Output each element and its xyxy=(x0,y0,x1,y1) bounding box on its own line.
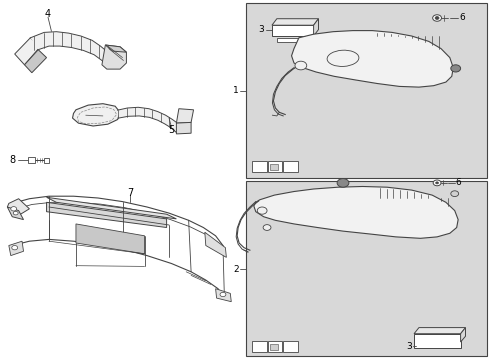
Text: 6: 6 xyxy=(456,178,462,187)
Polygon shape xyxy=(176,109,194,123)
Polygon shape xyxy=(254,186,458,238)
Polygon shape xyxy=(73,104,120,126)
Circle shape xyxy=(337,179,349,187)
Polygon shape xyxy=(461,328,465,342)
Bar xyxy=(283,161,298,172)
Text: 8: 8 xyxy=(10,155,16,165)
Circle shape xyxy=(451,65,461,72)
Polygon shape xyxy=(47,202,167,228)
Polygon shape xyxy=(105,45,126,52)
Circle shape xyxy=(220,292,226,297)
Polygon shape xyxy=(47,197,176,219)
Bar xyxy=(283,341,298,352)
Polygon shape xyxy=(314,19,318,36)
Circle shape xyxy=(436,182,439,184)
Circle shape xyxy=(257,207,267,214)
Polygon shape xyxy=(176,122,191,134)
Polygon shape xyxy=(205,232,226,257)
Text: 5: 5 xyxy=(169,125,174,135)
Bar xyxy=(270,164,278,170)
Polygon shape xyxy=(7,207,24,220)
Bar xyxy=(268,161,282,172)
Polygon shape xyxy=(414,328,466,334)
Polygon shape xyxy=(15,38,40,65)
Text: 4: 4 xyxy=(45,9,51,19)
Text: 1: 1 xyxy=(233,86,239,95)
Circle shape xyxy=(12,246,18,250)
Polygon shape xyxy=(76,224,145,254)
Circle shape xyxy=(433,15,441,21)
Text: 6: 6 xyxy=(460,13,465,22)
Text: 3: 3 xyxy=(406,342,412,351)
Polygon shape xyxy=(9,241,24,256)
Bar xyxy=(246,3,487,178)
Bar xyxy=(28,157,35,163)
Polygon shape xyxy=(7,199,29,214)
Circle shape xyxy=(295,61,307,70)
Polygon shape xyxy=(30,32,109,67)
Polygon shape xyxy=(24,50,47,73)
Polygon shape xyxy=(272,19,319,25)
Polygon shape xyxy=(102,45,126,69)
Circle shape xyxy=(433,180,441,186)
Bar xyxy=(268,341,282,352)
Text: 2: 2 xyxy=(233,265,239,274)
Bar xyxy=(252,341,267,352)
Polygon shape xyxy=(292,31,453,87)
Text: 3: 3 xyxy=(258,25,264,34)
Circle shape xyxy=(435,17,439,19)
Circle shape xyxy=(11,207,17,211)
Polygon shape xyxy=(272,25,314,36)
Text: 7: 7 xyxy=(127,188,133,198)
Bar xyxy=(252,161,267,172)
Circle shape xyxy=(451,191,459,197)
Polygon shape xyxy=(118,107,179,132)
Polygon shape xyxy=(414,334,461,348)
Circle shape xyxy=(13,211,18,215)
Polygon shape xyxy=(277,38,306,42)
Polygon shape xyxy=(216,289,231,302)
Bar xyxy=(270,344,278,350)
Bar xyxy=(44,158,49,163)
Circle shape xyxy=(263,225,271,230)
Bar xyxy=(246,181,487,356)
